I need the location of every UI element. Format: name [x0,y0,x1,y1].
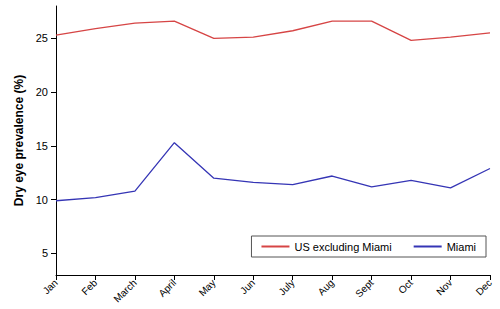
svg-text:Jan: Jan [41,277,60,296]
svg-text:Dry eye prevalence (%): Dry eye prevalence (%) [12,75,26,206]
svg-text:May: May [197,277,218,298]
svg-text:Jun: Jun [238,277,257,296]
svg-text:April: April [156,277,178,299]
svg-text:10: 10 [36,194,48,206]
svg-text:Aug: Aug [316,277,336,297]
svg-text:5: 5 [42,247,48,259]
svg-text:Miami: Miami [447,241,476,253]
svg-text:Oct: Oct [396,277,415,296]
svg-text:15: 15 [36,140,48,152]
svg-text:March: March [111,277,138,304]
svg-text:Feb: Feb [79,277,99,297]
svg-text:Sept: Sept [353,277,375,299]
svg-text:July: July [276,277,296,297]
svg-text:US excluding Miami: US excluding Miami [294,241,391,253]
svg-text:25: 25 [36,32,48,44]
svg-text:20: 20 [36,86,48,98]
svg-text:Nov: Nov [434,277,454,297]
svg-text:Dec: Dec [474,277,494,297]
